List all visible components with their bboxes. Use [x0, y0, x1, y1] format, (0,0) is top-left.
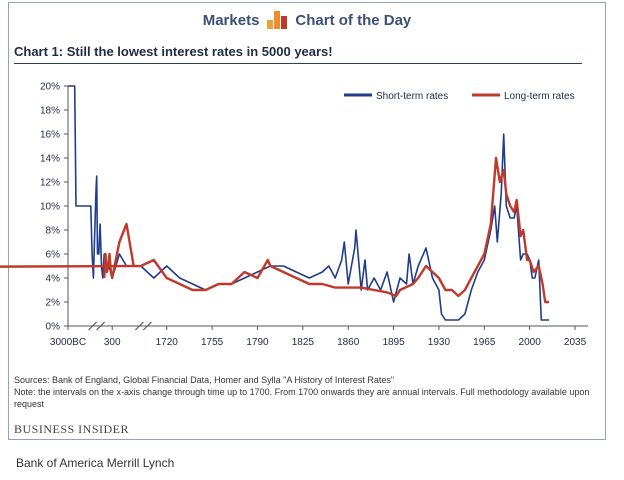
chart-card: Markets Chart of the Day	[8, 2, 606, 440]
chart-title: Chart 1: Still the lowest interest rates…	[14, 44, 333, 59]
x-tick-label: 1755	[201, 337, 224, 348]
business-insider-logo: BUSINESS INSIDER	[14, 422, 130, 436]
axis-break-icon	[88, 321, 98, 331]
y-tick-label: 4%	[46, 274, 61, 285]
y-tick-label: 2%	[46, 298, 61, 309]
markets-label: Markets	[202, 11, 260, 29]
chart-header: Markets Chart of the Day	[9, 7, 605, 33]
axis-break-icon	[134, 321, 144, 331]
y-tick-label: 20%	[40, 82, 60, 93]
y-tick-label: 10%	[40, 202, 60, 213]
chart-notes: Sources: Bank of England, Global Financi…	[14, 374, 594, 410]
methodology-note: Note: the intervals on the x-axis change…	[14, 387, 590, 409]
x-tick-label: 1720	[156, 337, 179, 348]
axis-break-icon	[96, 321, 106, 331]
legend-long-term-label: Long-term rates	[504, 91, 575, 102]
x-tick-label: 2035	[564, 337, 587, 348]
x-tick-label: 1895	[382, 337, 405, 348]
title-divider	[14, 63, 582, 64]
x-tick-label: 1825	[292, 337, 315, 348]
bar-logo-icon	[267, 11, 288, 29]
x-tick-label: 2000	[519, 337, 542, 348]
y-tick-label: 0%	[46, 322, 61, 333]
y-tick-label: 6%	[46, 250, 61, 261]
long-term-rates-line	[0, 156, 550, 304]
y-tick-label: 8%	[46, 226, 61, 237]
legend-short-term-label: Short-term rates	[376, 91, 448, 102]
chart-of-the-day-label: Chart of the Day	[295, 11, 412, 29]
y-tick-label: 12%	[40, 178, 60, 189]
image-caption: Bank of America Merrill Lynch	[16, 456, 175, 470]
axis-break-icon	[142, 321, 152, 331]
x-tick-label: 300	[104, 337, 121, 348]
y-tick-label: 14%	[40, 154, 60, 165]
y-tick-label: 16%	[40, 130, 60, 141]
sources-text: Sources: Bank of England, Global Financi…	[14, 375, 395, 385]
x-tick-label: 1790	[246, 337, 269, 348]
x-tick-label: 1965	[473, 337, 496, 348]
y-tick-label: 18%	[40, 106, 60, 117]
x-tick-label: 1930	[428, 337, 451, 348]
x-tick-label: 3000BC	[50, 337, 86, 348]
x-tick-label: 1860	[337, 337, 360, 348]
